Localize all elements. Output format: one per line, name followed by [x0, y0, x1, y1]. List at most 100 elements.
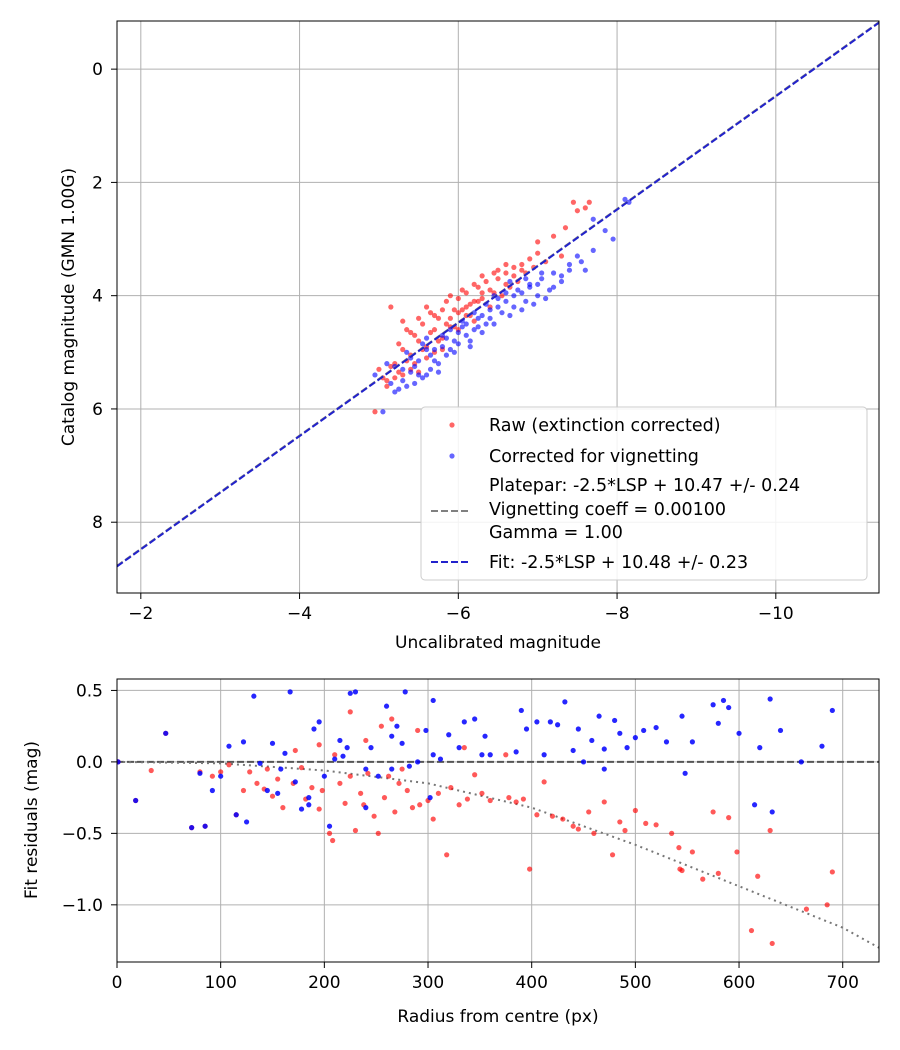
raw-point [471, 281, 477, 287]
bottom-y-tick-label: −1.0 [62, 896, 103, 916]
raw-point [384, 383, 390, 389]
corrected-point [427, 366, 434, 372]
corrected-residual-point [321, 773, 327, 779]
corrected-point [439, 344, 446, 350]
corrected-residual-point [394, 723, 400, 729]
raw-point [582, 205, 588, 211]
corrected-residual-point [777, 727, 784, 734]
corrected-residual-point [287, 689, 293, 695]
raw-residual-point [513, 799, 519, 805]
legend-platepar-label: Platepar: -2.5*LSP + 10.47 +/- 0.24 [489, 476, 800, 496]
corrected-residual-point [189, 825, 195, 831]
corrected-point [447, 346, 453, 353]
corrected-residual-point [575, 726, 581, 732]
raw-residual-point [399, 766, 405, 772]
top-x-tick-label: −4 [287, 604, 312, 624]
raw-residual-point [676, 845, 682, 851]
corrected-point [503, 298, 509, 304]
corrected-point [419, 341, 426, 347]
corrected-point [471, 327, 477, 333]
raw-point [503, 270, 509, 276]
raw-point [408, 329, 414, 336]
raw-residual-point [448, 785, 454, 791]
raw-residual-point [617, 819, 623, 825]
raw-residual-point [254, 780, 260, 786]
corrected-residual-point [363, 805, 369, 811]
corrected-residual-point [340, 753, 346, 759]
corrected-residual-point [389, 733, 395, 739]
corrected-residual-point [472, 716, 478, 722]
legend-gamma-label: Gamma = 1.00 [489, 523, 623, 543]
corrected-residual-point [347, 690, 353, 696]
corrected-residual-point [720, 697, 727, 704]
corrected-point [531, 301, 537, 307]
top-y-tick-label: 6 [92, 400, 103, 420]
corrected-point [408, 369, 414, 375]
raw-residual-point [358, 790, 364, 796]
corrected-residual-point [601, 766, 607, 772]
raw-residual-point [404, 787, 410, 794]
raw-point [558, 253, 565, 259]
corrected-point [519, 290, 525, 296]
corrected-point [535, 293, 541, 299]
corrected-residual-point [264, 787, 270, 794]
raw-point [503, 281, 509, 287]
bottom-reference-lines [117, 760, 879, 949]
top-y-ticks: 0 2 4 6 8 [92, 60, 117, 533]
raw-residual-point [653, 822, 659, 828]
raw-residual-point [560, 816, 566, 822]
corrected-residual-point [269, 740, 276, 746]
raw-point [459, 287, 465, 293]
corrected-point [416, 358, 422, 364]
legend-raw-marker [449, 422, 455, 428]
corrected-point [546, 287, 553, 293]
raw-point [400, 372, 406, 378]
corrected-residual-point [437, 756, 444, 762]
legend-corrected-marker [449, 453, 455, 459]
raw-residual-point [487, 797, 493, 804]
corrected-residual-point [710, 702, 716, 708]
raw-residual-point [347, 773, 353, 779]
corrected-residual-point [601, 746, 607, 752]
raw-point [479, 295, 485, 302]
bottom-y-ticks: 0.5 0.0 −0.5 −1.0 [62, 681, 117, 916]
corrected-point [602, 227, 608, 234]
raw-residual-point [409, 805, 416, 811]
raw-point [447, 293, 453, 299]
corrected-point [400, 366, 406, 372]
raw-point [423, 304, 430, 310]
corrected-point [372, 372, 378, 378]
raw-residual-point [352, 827, 359, 834]
corrected-residual-point [423, 727, 429, 734]
raw-residual-point [679, 867, 685, 874]
raw-point [463, 304, 469, 310]
raw-residual-point [527, 866, 533, 872]
corrected-point [435, 369, 442, 375]
raw-residual-point [430, 816, 436, 822]
corrected-point [451, 349, 457, 355]
raw-point [519, 267, 525, 273]
corrected-point [479, 312, 485, 319]
corrected-residual-point [240, 739, 247, 745]
corrected-residual-point [311, 726, 317, 732]
corrected-residual-point [363, 766, 369, 772]
corrected-residual-point [482, 733, 488, 739]
raw-residual-point [330, 837, 336, 844]
corrected-residual-point [547, 719, 553, 725]
corrected-point [495, 295, 501, 302]
raw-point [443, 321, 450, 327]
raw-point [467, 301, 473, 307]
legend-corrected-label: Corrected for vignetting [489, 447, 699, 467]
corrected-point [507, 278, 513, 285]
raw-residual-point [209, 773, 215, 779]
corrected-residual-point [326, 823, 333, 829]
raw-residual-point [363, 737, 369, 744]
raw-residual-point [298, 765, 305, 771]
corrected-residual-point [218, 773, 224, 779]
corrected-residual-point [726, 704, 732, 711]
top-y-tick-label: 2 [92, 173, 103, 193]
raw-residual-point [622, 827, 628, 834]
bottom-x-tick-label: 100 [204, 973, 236, 993]
corrected-point [459, 324, 465, 330]
corrected-residual-point [282, 750, 288, 756]
